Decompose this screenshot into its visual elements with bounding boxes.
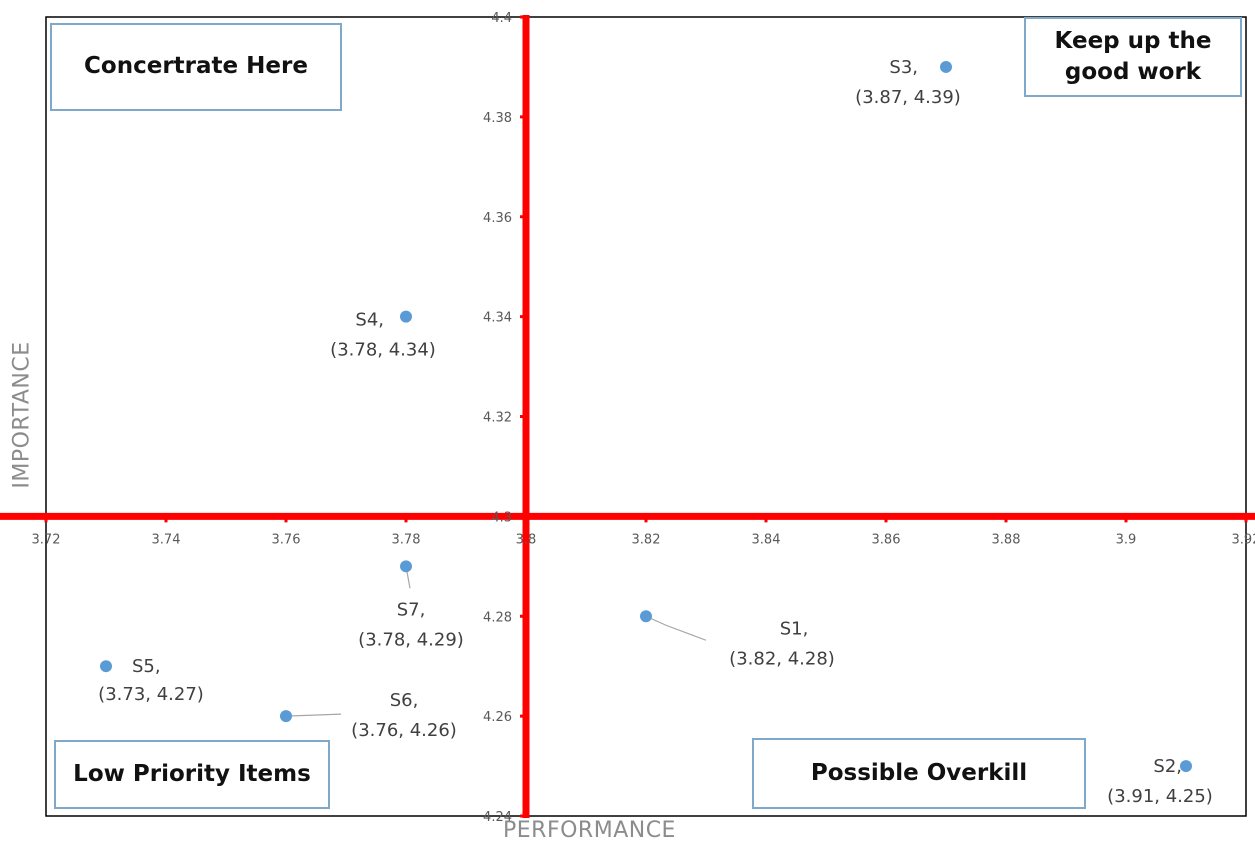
- data-label-name: S6,: [390, 690, 419, 711]
- data-label-coords: (3.78, 4.34): [330, 340, 436, 361]
- data-label-name: S1,: [780, 618, 809, 639]
- y-axis-title: IMPORTANCE: [9, 341, 35, 489]
- data-label-name: S4,: [355, 310, 384, 331]
- data-point: [940, 60, 952, 73]
- y-axis-title-wrap: IMPORTANCE: [2, 330, 42, 500]
- y-tick-label: 4.4: [491, 11, 512, 26]
- data-point: [640, 610, 652, 623]
- data-label-name: S3,: [889, 57, 918, 78]
- y-tick-label: 4.26: [483, 710, 512, 725]
- x-tick-label: 3.82: [632, 532, 661, 547]
- data-point: [400, 560, 412, 573]
- quadrant-label-possible-overkill: Possible Overkill: [752, 738, 1086, 809]
- data-label-coords: (3.87, 4.39): [855, 87, 961, 108]
- data-label-coords: (3.91, 4.25): [1107, 786, 1213, 807]
- y-tick-label: 4.24: [483, 810, 512, 825]
- quadrant-label-low-priority-items: Low Priority Items: [54, 740, 330, 809]
- x-tick-label: 3.8: [516, 532, 537, 547]
- y-tick-label: 4.3: [491, 510, 512, 525]
- plot-border: [45, 16, 1247, 817]
- data-label-coords: (3.73, 4.27): [98, 684, 204, 705]
- x-tick-label: 3.72: [32, 532, 61, 547]
- x-tick-label: 3.92: [1232, 532, 1255, 547]
- x-tick-label: 3.76: [272, 532, 301, 547]
- data-label-name: S2,: [1153, 756, 1182, 777]
- x-tick-label: 3.9: [1116, 532, 1137, 547]
- x-tick-label: 3.88: [992, 532, 1021, 547]
- data-point: [100, 660, 112, 673]
- y-tick-label: 4.28: [483, 610, 512, 625]
- y-tick-label: 4.38: [483, 111, 512, 126]
- y-tick-label: 4.36: [483, 211, 512, 226]
- data-label-coords: (3.82, 4.28): [729, 648, 835, 669]
- data-label-coords: (3.76, 4.26): [351, 720, 457, 741]
- quadrant-label-concentrate-here: Concertrate Here: [50, 23, 342, 111]
- leader-line: [645, 615, 707, 641]
- data-point: [1180, 760, 1192, 773]
- data-label-name: S5,: [132, 656, 161, 677]
- data-point: [400, 310, 412, 323]
- data-label-name: S7,: [397, 599, 426, 620]
- x-tick-label: 3.84: [752, 532, 781, 547]
- x-tick-label: 3.78: [392, 532, 421, 547]
- y-tick-label: 4.32: [483, 411, 512, 426]
- data-label-coords: (3.78, 4.29): [358, 629, 464, 650]
- leader-line: [285, 713, 342, 717]
- y-tick-label: 4.34: [483, 311, 512, 326]
- x-axis-title: PERFORMANCE: [503, 818, 676, 843]
- x-tick-label: 3.86: [872, 532, 901, 547]
- data-point: [280, 710, 292, 723]
- quadrant-label-keep-up-the-good-work: Keep up the good work: [1024, 17, 1242, 97]
- x-tick-label: 3.74: [152, 532, 181, 547]
